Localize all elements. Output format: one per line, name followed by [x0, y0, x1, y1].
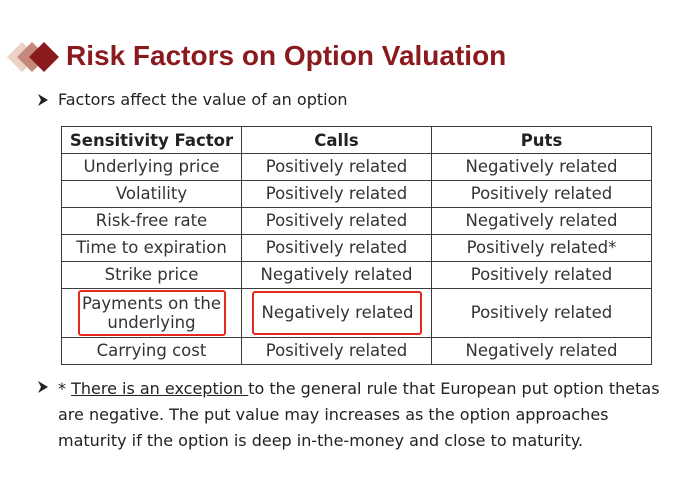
- table-row: Risk-free rate Positively related Negati…: [61, 207, 652, 235]
- bullet-text: Factors affect the value of an option: [58, 90, 348, 109]
- page-title: Risk Factors on Option Valuation: [66, 40, 507, 71]
- puts-cell: Positively related: [431, 261, 652, 289]
- bullet-item: Factors affect the value of an option: [36, 89, 348, 111]
- calls-cell: Negatively related: [241, 261, 432, 289]
- table-header-row: Sensitivity Factor Calls Puts: [61, 126, 652, 154]
- footnote-prefix: *: [58, 379, 72, 398]
- calls-cell: Negatively related: [241, 288, 432, 338]
- calls-cell: Positively related: [241, 337, 432, 365]
- bullet-arrow-icon: [38, 381, 48, 393]
- puts-cell: Positively related: [431, 288, 652, 338]
- column-header-calls: Calls: [241, 126, 432, 154]
- table-row: Volatility Positively related Positively…: [61, 180, 652, 208]
- highlight-box-calls: Negatively related: [251, 291, 422, 335]
- puts-cell: Positively related: [431, 180, 652, 208]
- calls-cell: Positively related: [241, 180, 432, 208]
- calls-cell: Positively related: [241, 207, 432, 235]
- factor-cell: Payments on the underlying: [61, 288, 242, 338]
- column-header-puts: Puts: [431, 126, 652, 154]
- puts-cell: Negatively related: [431, 153, 652, 181]
- calls-cell: Positively related: [241, 153, 432, 181]
- logo-diamonds-icon: [7, 42, 59, 72]
- puts-cell: Positively related*: [431, 234, 652, 262]
- factor-cell: Carrying cost: [61, 337, 242, 365]
- footnote-text: * There is an exception to the general r…: [58, 376, 670, 454]
- calls-cell: Positively related: [241, 234, 432, 262]
- footnote-bullet: * There is an exception to the general r…: [36, 376, 676, 454]
- factor-cell: Volatility: [61, 180, 242, 208]
- factor-cell: Time to expiration: [61, 234, 242, 262]
- table-row: Payments on the underlying Negatively re…: [61, 288, 652, 338]
- factor-cell: Risk-free rate: [61, 207, 242, 235]
- footnote-rest: to the general rule that European put op…: [58, 379, 660, 450]
- table-row: Strike price Negatively related Positive…: [61, 261, 652, 289]
- column-header-factor: Sensitivity Factor: [61, 126, 242, 154]
- factor-cell: Strike price: [61, 261, 242, 289]
- puts-cell: Negatively related: [431, 337, 652, 365]
- highlight-box-factor: Payments on the underlying: [77, 290, 226, 336]
- sensitivity-table: Sensitivity Factor Calls Puts Underlying…: [61, 126, 652, 365]
- factor-cell: Underlying price: [61, 153, 242, 181]
- footnote-underlined: There is an exception: [71, 379, 249, 398]
- puts-cell: Negatively related: [431, 207, 652, 235]
- table-row: Carrying cost Positively related Negativ…: [61, 337, 652, 365]
- bullet-arrow-icon: [38, 94, 48, 106]
- table-row: Underlying price Positively related Nega…: [61, 153, 652, 181]
- table-row: Time to expiration Positively related Po…: [61, 234, 652, 262]
